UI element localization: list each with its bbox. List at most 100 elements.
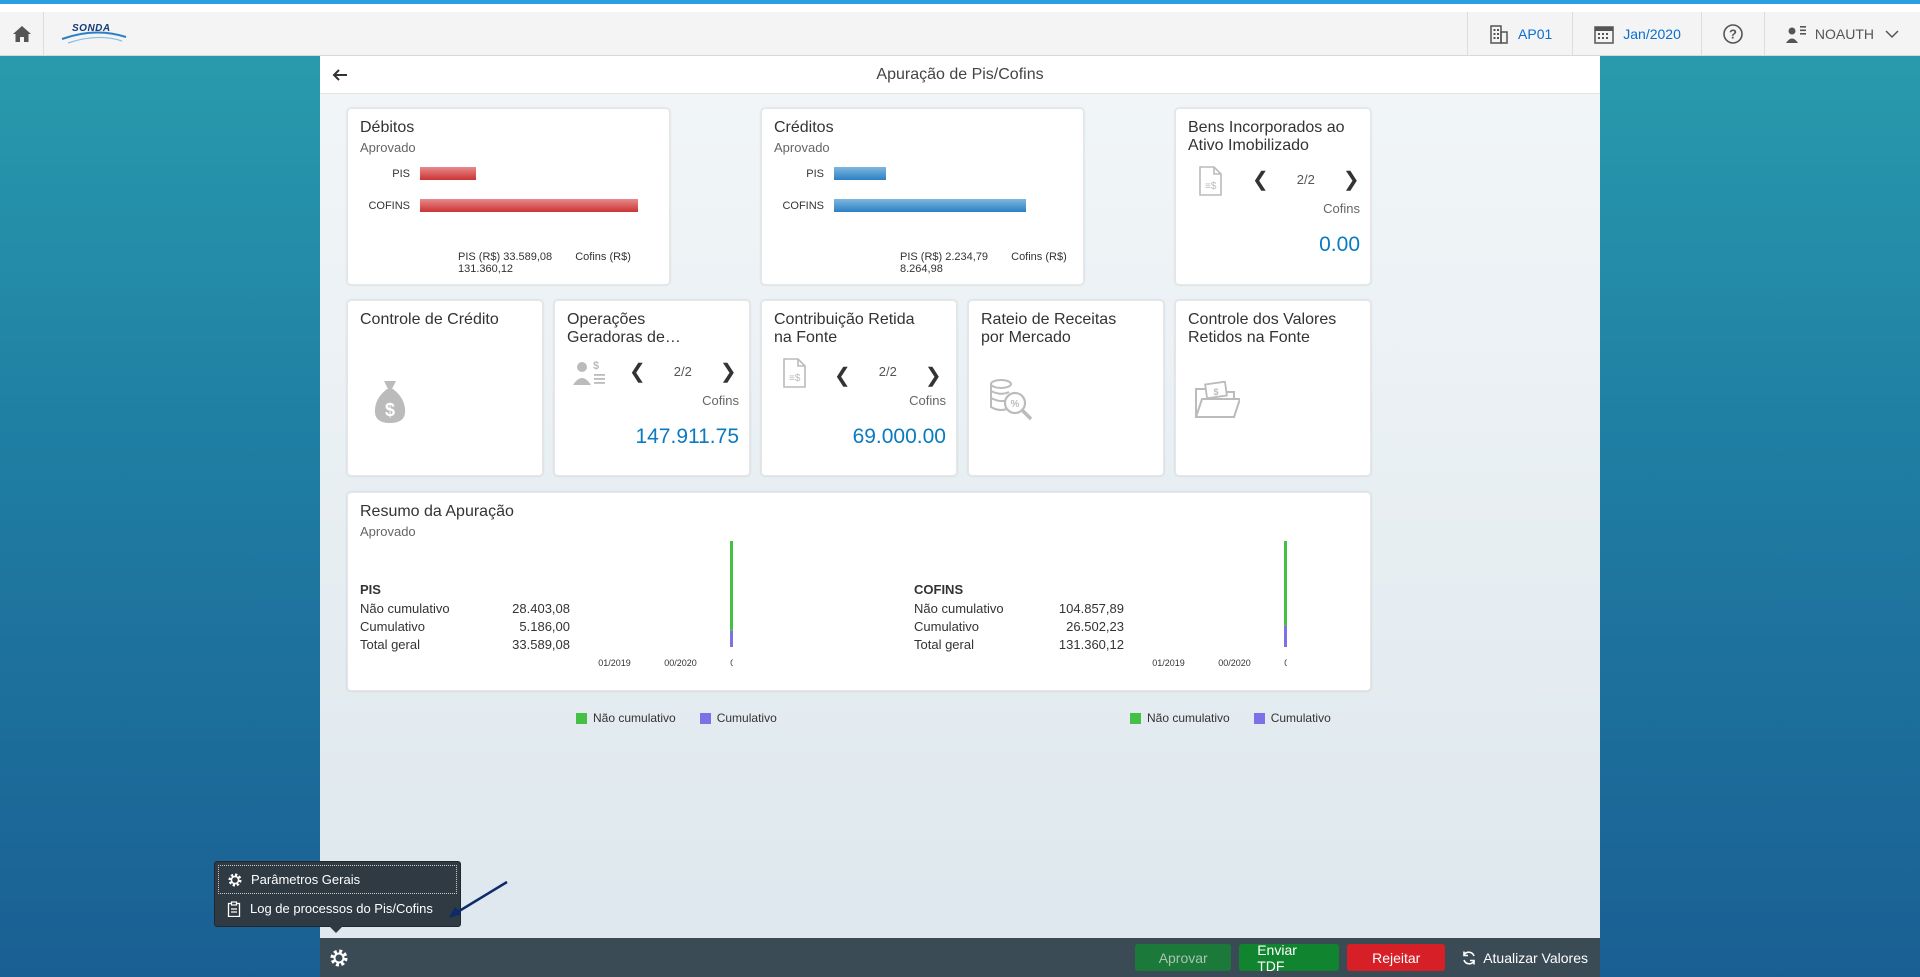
building-icon	[1490, 24, 1508, 44]
svg-text:?: ?	[1729, 26, 1737, 41]
tile-title-line1: Rateio de Receitas	[981, 311, 1117, 328]
bar-cofins	[420, 199, 638, 212]
chevron-left-icon[interactable]: ❮	[834, 365, 851, 387]
tile-controle-credito[interactable]: Controle de Crédito $	[347, 300, 543, 476]
summary-header: PIS	[360, 582, 381, 597]
tile-title: Créditos	[774, 119, 834, 136]
legend-swatch	[576, 712, 587, 724]
footer-toolbar: Aprovar Enviar TDF Rejeitar Atualizar Va…	[320, 938, 1600, 977]
help-button[interactable]: ?	[1700, 11, 1764, 56]
legend-item-nao-cumulativo: Não cumulativo	[1130, 711, 1230, 725]
user-label: NOAUTH	[1814, 25, 1874, 42]
refresh-label: Atualizar Valores	[1483, 949, 1588, 966]
legend-item-cumulativo: Cumulativo	[699, 711, 777, 725]
tile-controle-valores[interactable]: Controle dos Valores Retidos na Fonte $	[1175, 300, 1371, 476]
chart-bar-nao-cumulativo	[1284, 541, 1287, 626]
summary-key: Não cumulativo	[914, 601, 1004, 616]
tile-rateio-receitas[interactable]: Rateio de Receitas por Mercado %	[968, 300, 1164, 476]
svg-text:≡$: ≡$	[1205, 181, 1217, 192]
summary-row: Não cumulativo 28.403,08	[360, 600, 570, 618]
tile-unit: Cofins	[702, 393, 739, 408]
tile-title-line1: Operações	[567, 311, 646, 328]
bar-label: COFINS	[782, 199, 824, 212]
send-tdf-button[interactable]: Enviar TDF	[1239, 942, 1340, 974]
legend-label: Não cumulativo	[1147, 711, 1230, 725]
tile-bens-incorporados[interactable]: Bens Incorporados ao Ativo Imobilizado ≡…	[1175, 108, 1371, 285]
tile-contribuicao-retida[interactable]: Contribuição Retida na Fonte ≡$ ❮ 2/2 ❯ …	[761, 300, 957, 476]
bar-row-pis: PIS	[774, 167, 886, 180]
coins-search-icon: %	[990, 379, 1033, 421]
menu-item-parametros-gerais[interactable]: Parâmetros Gerais	[218, 865, 457, 894]
period-selector[interactable]: Jan/2020	[1572, 11, 1701, 56]
refresh-values-button[interactable]: Atualizar Valores	[1453, 944, 1600, 971]
bar-cofins	[834, 199, 1026, 212]
money-bag-icon: $	[374, 381, 406, 423]
chevron-right-icon[interactable]: ❯	[924, 365, 942, 387]
tile-value: 0.00	[1319, 233, 1360, 256]
summary-key: Cumulativo	[914, 619, 980, 634]
home-icon	[12, 25, 31, 42]
sonda-logo: SONDA	[60, 19, 130, 49]
folder-money-icon: $	[1194, 381, 1240, 418]
summary-key: Cumulativo	[360, 619, 426, 634]
bar-pis	[834, 167, 886, 180]
tile-creditos[interactable]: Créditos Aprovado PIS COFINS PIS (R$) 2.…	[761, 108, 1084, 285]
gear-icon	[330, 949, 348, 966]
legend-cofins: Não cumulativo Cumulativo	[1130, 711, 1355, 725]
x-tick-label: 01/2020	[730, 658, 733, 668]
back-button[interactable]	[320, 56, 360, 94]
x-tick-label: 00/2020	[664, 658, 697, 668]
shell-bar: SONDA AP01 Jan/2020 ? NOAUTH	[0, 11, 1920, 56]
bar-row-cofins: COFINS	[774, 199, 1026, 212]
chevron-left-icon[interactable]: ❮	[629, 361, 646, 383]
user-menu[interactable]: NOAUTH	[1763, 11, 1920, 56]
chevron-down-icon	[1885, 29, 1899, 38]
chart-bar-cumulativo	[730, 630, 733, 647]
help-icon: ?	[1723, 23, 1743, 44]
summary-value: 5.186,00	[519, 619, 570, 634]
refresh-icon	[1463, 950, 1476, 965]
tile-value: 69.000.00	[852, 425, 946, 448]
summary-header: COFINS	[914, 582, 964, 597]
footer-cofins-value: Cofins (R$) 8.264,98	[900, 251, 1067, 275]
summary-key: Não cumulativo	[360, 601, 450, 616]
person-money-icon: $	[573, 360, 605, 385]
svg-text:$: $	[1213, 387, 1218, 397]
tile-title: Controle de Crédito	[360, 311, 499, 328]
reject-button[interactable]: Rejeitar	[1347, 944, 1446, 971]
summary-cofins: COFINS Não cumulativo 104.857,89 Cumulati…	[914, 582, 1124, 654]
tile-unit: Cofins	[909, 393, 946, 408]
home-button[interactable]	[0, 11, 44, 56]
tile-unit: Cofins	[1323, 201, 1360, 216]
menu-item-label: Parâmetros Gerais	[251, 872, 361, 887]
tile-footer: PIS (R$) 33.589,08 Cofins (R$) 131.360,1…	[458, 251, 669, 275]
chevron-right-icon[interactable]: ❯	[719, 361, 737, 383]
approve-button[interactable]: Aprovar	[1135, 944, 1232, 971]
company-selector[interactable]: AP01	[1467, 11, 1572, 56]
chevron-left-icon[interactable]: ❮	[1252, 169, 1269, 191]
tile-title-line2: na Fonte	[774, 329, 838, 346]
settings-button[interactable]	[320, 938, 358, 977]
pager-label: 2/2	[878, 364, 897, 379]
summary-value: 26.502,23	[1066, 619, 1124, 634]
settings-popover: Parâmetros Gerais Log de processos do Pi…	[214, 861, 461, 933]
svg-text:$: $	[385, 400, 395, 420]
x-tick-label: 01/2020	[1284, 658, 1287, 668]
chevron-right-icon[interactable]: ❯	[1342, 169, 1360, 191]
document-money-icon: ≡$	[783, 358, 806, 388]
tile-pager: ❮ 2/2 ❯	[629, 359, 737, 384]
tile-title-line2: Retidos na Fonte	[1188, 329, 1310, 346]
tile-resumo-apuracao[interactable]: Resumo da Apuração Aprovado PIS Não cumu…	[347, 492, 1371, 725]
annotation-arrow	[449, 880, 508, 918]
tile-operacoes-geradoras[interactable]: Operações Geradoras de… $ ❮ 2/2 ❯ Cofins…	[554, 300, 750, 476]
bar-row-pis: PIS	[360, 167, 476, 180]
tile-subtitle: Aprovado	[774, 140, 830, 155]
menu-item-log-processos[interactable]: Log de processos do Pis/Cofins	[218, 894, 457, 923]
summary-key: Total geral	[360, 637, 420, 652]
summary-row: Total geral 131.360,12	[914, 636, 1124, 654]
legend-item-cumulativo: Cumulativo	[1253, 711, 1331, 725]
tile-debitos[interactable]: Débitos Aprovado PIS COFINS PIS (R$) 33.…	[347, 108, 670, 285]
summary-value: 28.403,08	[512, 601, 570, 616]
legend-item-nao-cumulativo: Não cumulativo	[576, 711, 676, 725]
document-money-icon: ≡$	[1199, 166, 1222, 196]
